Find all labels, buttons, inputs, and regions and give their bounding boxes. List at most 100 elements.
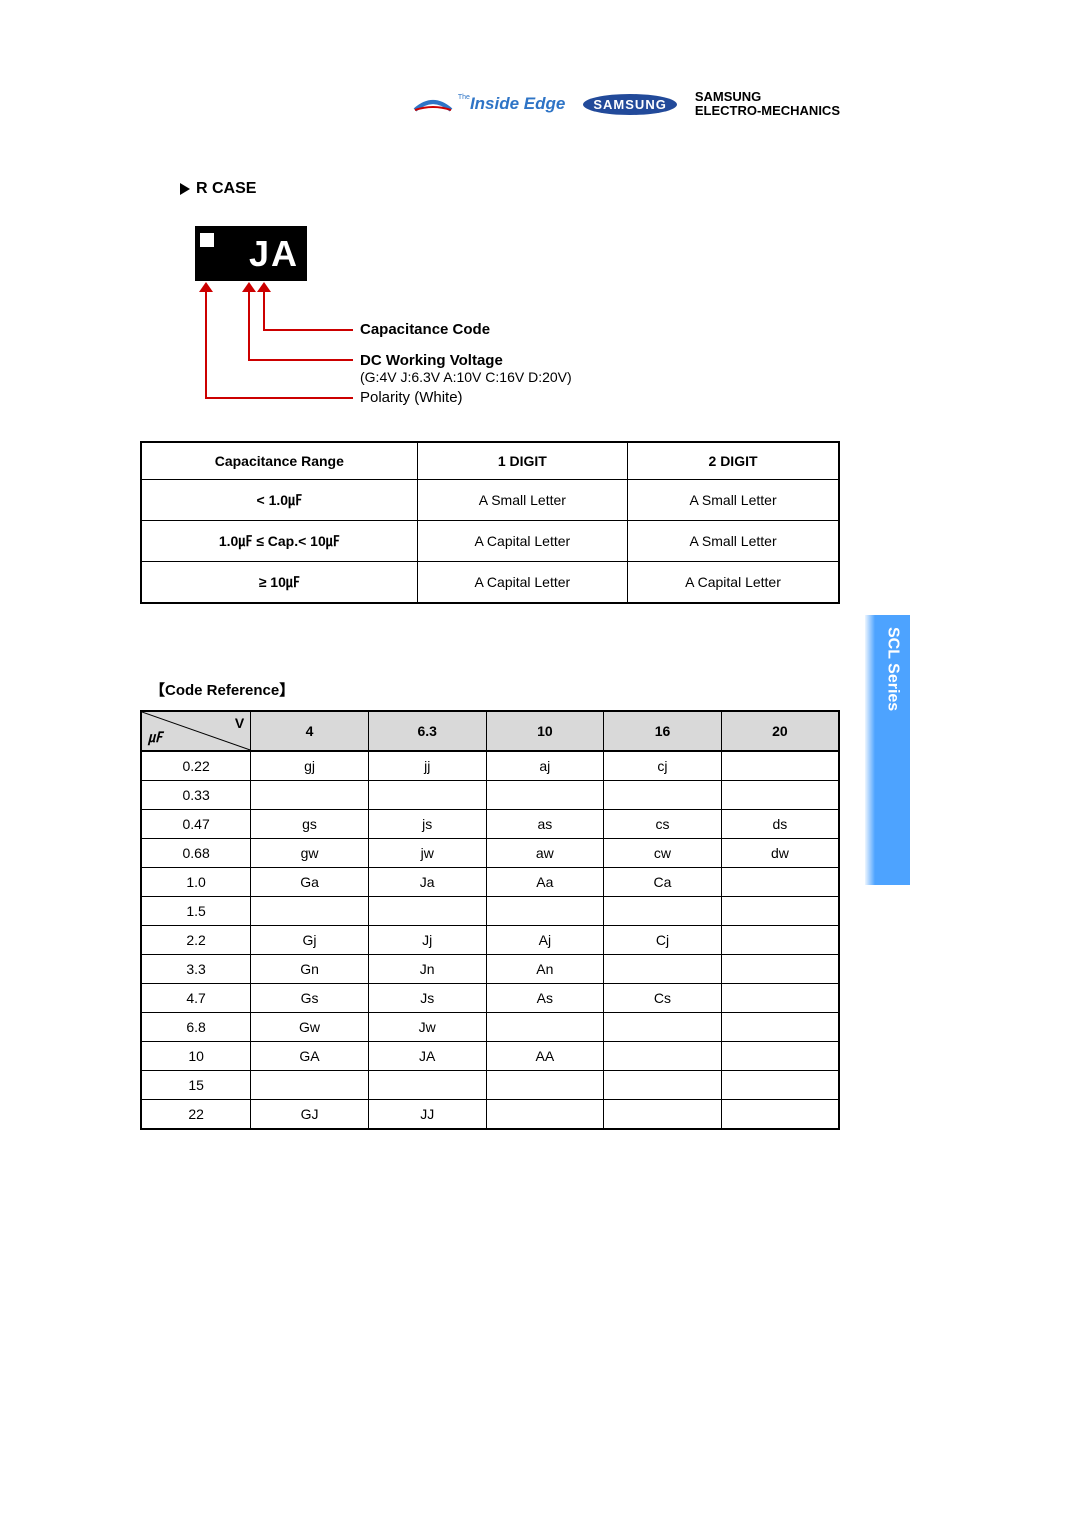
table-row: ≥ 10㎌ A Capital Letter A Capital Letter [141,562,839,604]
table-row: 22GJJJ [141,1100,839,1130]
coderef-code-cell [486,1071,604,1100]
coderef-volt-header: 20 [721,711,839,751]
coderef-code-cell: jw [368,839,486,868]
capacitor-chip: JA [195,226,307,281]
coderef-code-cell [251,1071,369,1100]
inside-edge-logo: TheInside Edge [413,92,565,116]
coderef-code-cell: As [486,984,604,1013]
coderef-code-cell: Gw [251,1013,369,1042]
coderef-cap-cell: 3.3 [141,955,251,984]
coderef-cap-cell: 15 [141,1071,251,1100]
code-reference-heading: 【Code Reference】 [150,679,940,700]
coderef-code-cell [721,868,839,897]
coderef-code-cell: JJ [368,1100,486,1130]
coderef-code-cell [721,984,839,1013]
coderef-code-cell: aw [486,839,604,868]
coderef-cap-cell: 1.0 [141,868,251,897]
coderef-cap-cell: 0.33 [141,781,251,810]
callout-line [263,290,265,330]
polarity-mark [200,233,214,247]
caprange-header: Capacitance Range [141,442,417,480]
coderef-code-cell: cs [604,810,722,839]
coderef-code-cell: js [368,810,486,839]
coderef-code-cell [721,751,839,781]
coderef-code-cell [486,897,604,926]
callout-line [263,329,353,331]
table-row: 0.47gsjsascsds [141,810,839,839]
coderef-code-cell [604,897,722,926]
coderef-code-cell [721,926,839,955]
coderef-code-cell: Gn [251,955,369,984]
caprange-cell: A Capital Letter [628,562,839,604]
coderef-cap-cell: 2.2 [141,926,251,955]
coderef-cap-cell: 4.7 [141,984,251,1013]
capacitance-range-table: Capacitance Range 1 DIGIT 2 DIGIT < 1.0㎌… [140,441,840,604]
coderef-cap-cell: 1.5 [141,897,251,926]
coderef-cap-cell: 10 [141,1042,251,1071]
table-row: 1.0㎌ ≤ Cap.< 10㎌ A Capital Letter A Smal… [141,521,839,562]
coderef-code-cell: GA [251,1042,369,1071]
coderef-code-cell [721,1071,839,1100]
coderef-code-cell: Cs [604,984,722,1013]
caprange-cell: A Small Letter [628,480,839,521]
coderef-code-cell: gs [251,810,369,839]
label-dc-voltage-detail: (G:4V J:6.3V A:10V C:16V D:20V) [360,369,572,385]
coderef-code-cell: Jj [368,926,486,955]
callout-line [205,397,353,399]
coderef-code-cell [368,1071,486,1100]
coderef-code-cell [368,781,486,810]
caprange-cell: A Capital Letter [417,521,627,562]
coderef-code-cell: aj [486,751,604,781]
coderef-code-cell: dw [721,839,839,868]
caprange-cell: A Small Letter [628,521,839,562]
coderef-code-cell [604,781,722,810]
coderef-diag-top: V [235,715,244,731]
table-row: 1.5 [141,897,839,926]
coderef-code-cell: Cj [604,926,722,955]
coderef-code-cell: Ja [368,868,486,897]
label-polarity: Polarity (White) [360,389,463,406]
samsung-logo: SAMSUNG [583,94,676,115]
coderef-volt-header: 4 [251,711,369,751]
coderef-cap-cell: 0.47 [141,810,251,839]
samsung-em-line1: SAMSUNG [695,90,840,104]
chip-text: JA [249,233,299,275]
label-polarity-detail: (White) [410,389,463,406]
header-logos: TheInside Edge SAMSUNG SAMSUNG ELECTRO-M… [413,90,840,119]
table-row: 15 [141,1071,839,1100]
caprange-cell: ≥ 10㎌ [141,562,417,604]
coderef-code-cell: Jn [368,955,486,984]
series-tab: SCL Series [875,615,910,885]
coderef-code-cell: gw [251,839,369,868]
coderef-code-cell: cw [604,839,722,868]
coderef-code-cell [721,1042,839,1071]
coderef-code-cell: Aj [486,926,604,955]
inside-edge-prefix: The [458,94,470,101]
coderef-code-cell: An [486,955,604,984]
coderef-volt-header: 16 [604,711,722,751]
table-row: 2.2GjJjAjCj [141,926,839,955]
coderef-code-cell [604,1100,722,1130]
play-icon [180,183,190,195]
label-polarity-bold: Polarity [360,389,410,406]
coderef-code-cell: as [486,810,604,839]
coderef-code-cell [604,1071,722,1100]
coderef-code-cell: cj [604,751,722,781]
table-row: 4.7GsJsAsCs [141,984,839,1013]
coderef-diag-header: V ㎌ [141,711,251,751]
caprange-header: 1 DIGIT [417,442,627,480]
swoosh-icon [413,92,453,116]
coderef-code-cell [721,1100,839,1130]
coderef-code-cell [486,1013,604,1042]
coderef-code-cell: GJ [251,1100,369,1130]
coderef-volt-header: 6.3 [368,711,486,751]
coderef-code-cell: Aa [486,868,604,897]
coderef-code-cell: Jw [368,1013,486,1042]
label-capacitance-code: Capacitance Code [360,321,490,338]
callout-line [248,359,353,361]
caprange-cell: A Small Letter [417,480,627,521]
coderef-code-cell [251,781,369,810]
caprange-cell: < 1.0㎌ [141,480,417,521]
caprange-cell: 1.0㎌ ≤ Cap.< 10㎌ [141,521,417,562]
coderef-code-cell: JA [368,1042,486,1071]
